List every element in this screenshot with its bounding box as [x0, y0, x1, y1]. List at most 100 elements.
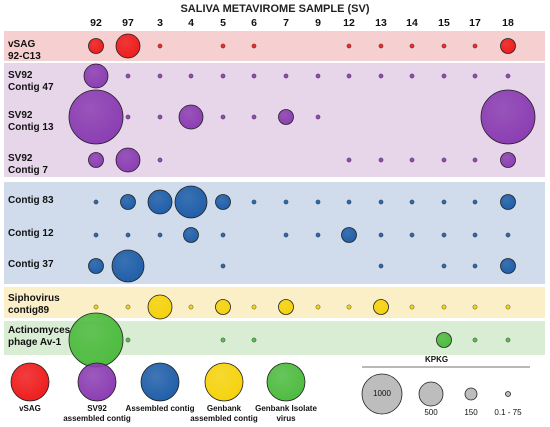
- legend-swatch: [204, 362, 244, 402]
- column-label: 92: [90, 17, 102, 29]
- bubble: [157, 232, 163, 238]
- column-label: 97: [122, 17, 134, 29]
- group-band: [4, 287, 545, 318]
- bubble: [315, 199, 321, 205]
- legend-swatch: [266, 362, 306, 402]
- bubble: [409, 199, 415, 205]
- size-legend-bubble: [361, 373, 403, 415]
- bubble: [378, 263, 384, 269]
- row-label: Actinomyces phage Av-1: [8, 325, 71, 348]
- bubble: [436, 332, 452, 348]
- row-label: SV92 Contig 47: [8, 70, 54, 93]
- bubble: [115, 147, 141, 173]
- bubble: [500, 258, 516, 274]
- bubble: [500, 38, 516, 54]
- size-legend-label: 150: [464, 408, 478, 417]
- bubble: [147, 189, 173, 215]
- row-label: Contig 12: [8, 228, 54, 239]
- row-label: Contig 37: [8, 259, 54, 270]
- bubble: [378, 232, 384, 238]
- bubble: [251, 199, 257, 205]
- bubble: [251, 304, 257, 310]
- bubble: [409, 43, 415, 49]
- bubble: [346, 304, 352, 310]
- bubble: [68, 89, 124, 145]
- bubble: [315, 73, 321, 79]
- bubble: [441, 304, 447, 310]
- bubble: [220, 263, 226, 269]
- bubble: [125, 304, 131, 310]
- bubble: [251, 43, 257, 49]
- bubble: [505, 73, 511, 79]
- bubble: [183, 227, 199, 243]
- bubble: [283, 199, 289, 205]
- bubble: [472, 199, 478, 205]
- bubble: [500, 152, 516, 168]
- bubble: [346, 73, 352, 79]
- bubble: [315, 232, 321, 238]
- size-legend-bubble: [464, 387, 478, 401]
- bubble: [441, 43, 447, 49]
- bubble: [378, 199, 384, 205]
- bubble: [409, 157, 415, 163]
- row-label: vSAG 92-C13: [8, 39, 41, 62]
- bubble: [315, 114, 321, 120]
- bubble: [505, 232, 511, 238]
- size-legend-bubble: [418, 381, 444, 407]
- bubble: [441, 232, 447, 238]
- bubble: [125, 73, 131, 79]
- row-label: SV92 Contig 13: [8, 110, 54, 133]
- bubble: [500, 194, 516, 210]
- bubble: [251, 337, 257, 343]
- bubble: [346, 43, 352, 49]
- bubble: [278, 299, 294, 315]
- bubble: [472, 304, 478, 310]
- bubble: [68, 312, 124, 368]
- bubble: [120, 194, 136, 210]
- size-legend-label: 0.1 - 75: [494, 408, 522, 417]
- bubble: [441, 263, 447, 269]
- bubble: [93, 232, 99, 238]
- bubble: [188, 73, 194, 79]
- column-label: 14: [406, 17, 418, 29]
- bubble: [220, 43, 226, 49]
- legend-swatch: [10, 362, 50, 402]
- bubble: [441, 199, 447, 205]
- bubble: [83, 63, 109, 89]
- bubble: [341, 227, 357, 243]
- column-label: 5: [220, 17, 226, 29]
- bubble: [188, 304, 194, 310]
- bubble: [157, 73, 163, 79]
- bubble: [93, 304, 99, 310]
- bubble: [409, 304, 415, 310]
- bubble: [472, 263, 478, 269]
- bubble: [125, 232, 131, 238]
- bubble: [409, 232, 415, 238]
- bubble: [174, 185, 208, 219]
- bubble: [111, 249, 145, 283]
- legend-label: Assembled contig: [125, 404, 195, 413]
- legend-swatch: [140, 362, 180, 402]
- legend-label: SV92 assembled contig: [63, 404, 131, 423]
- bubble: [346, 157, 352, 163]
- bubble: [378, 43, 384, 49]
- bubble: [472, 73, 478, 79]
- bubble: [125, 337, 131, 343]
- bubble: [283, 232, 289, 238]
- column-label: 12: [343, 17, 355, 29]
- bubble: [157, 114, 163, 120]
- bubble: [220, 114, 226, 120]
- column-label: 17: [469, 17, 481, 29]
- bubble: [88, 152, 104, 168]
- bubble: [373, 299, 389, 315]
- bubble: [409, 73, 415, 79]
- bubble: [505, 304, 511, 310]
- legend-swatch: [77, 362, 117, 402]
- column-label: 9: [315, 17, 321, 29]
- legend-label: Genbank assembled contig: [190, 404, 258, 423]
- bubble: [251, 114, 257, 120]
- bubble: [505, 337, 511, 343]
- bubble: [251, 73, 257, 79]
- bubble: [378, 157, 384, 163]
